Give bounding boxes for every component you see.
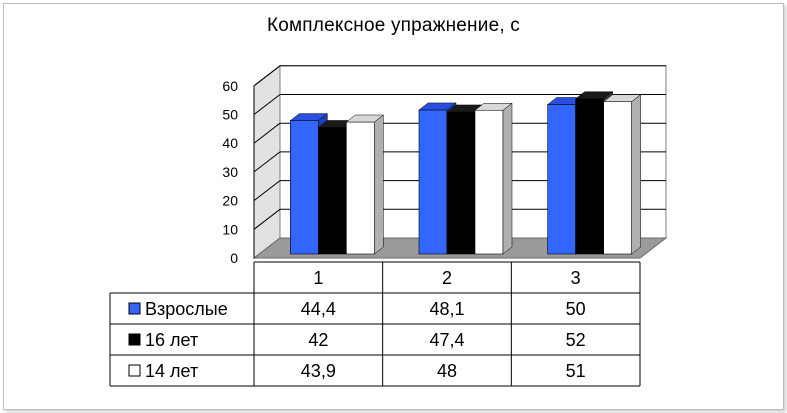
bar — [346, 121, 375, 255]
bar-top — [474, 102, 513, 111]
data-label: 48,1 — [429, 299, 464, 319]
data-label: 44,4 — [301, 299, 336, 319]
y-tick-label: 20 — [222, 193, 238, 209]
bar-top — [289, 113, 329, 121]
bar — [474, 109, 504, 255]
data-label: 42 — [308, 330, 328, 350]
data-label: 50 — [566, 299, 586, 319]
y-tick-label: 40 — [222, 135, 238, 151]
data-label: 51 — [566, 361, 586, 381]
legend-label: 16 лет — [145, 330, 198, 350]
y-tick-label: 10 — [222, 221, 238, 237]
data-label: 47,4 — [429, 330, 464, 350]
bar — [290, 120, 319, 255]
x-tick-label: 2 — [442, 268, 452, 288]
bar — [547, 104, 576, 255]
gridline-side — [253, 65, 281, 87]
bar-side — [374, 114, 384, 255]
data-label: 48 — [437, 361, 457, 381]
gridline-side — [253, 208, 281, 230]
y-tick-label: 30 — [222, 164, 238, 180]
x-tick-label: 3 — [571, 268, 581, 288]
chart-title: Комплексное упражнение, с — [267, 15, 520, 36]
bar-side — [631, 94, 641, 255]
legend-key — [128, 364, 141, 377]
data-label: 43,9 — [301, 361, 336, 381]
y-tick-label: 50 — [222, 107, 238, 123]
bar-top — [418, 102, 457, 111]
gridline-side — [253, 151, 281, 173]
data-label: 52 — [566, 330, 586, 350]
bar-top — [345, 114, 385, 123]
legend-label: 14 лет — [145, 361, 198, 381]
legend-key — [128, 302, 141, 315]
gridline-side — [253, 180, 281, 201]
y-tick-label: 60 — [222, 78, 238, 94]
bar — [575, 98, 604, 255]
legend-key — [128, 333, 141, 346]
y-tick-label: 0 — [230, 250, 238, 266]
bar — [318, 127, 347, 255]
gridline-side — [253, 122, 281, 144]
x-tick-label: 1 — [313, 268, 323, 288]
bar-side — [502, 102, 513, 255]
bar — [418, 109, 448, 255]
legend-label: Взрослые — [145, 299, 228, 319]
bar-top — [602, 94, 642, 102]
gridline-side — [253, 94, 281, 115]
bar-top — [574, 91, 614, 100]
bar — [603, 101, 632, 255]
bar — [446, 111, 476, 255]
